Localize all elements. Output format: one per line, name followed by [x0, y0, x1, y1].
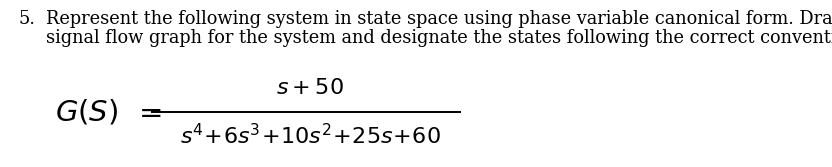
Text: signal flow graph for the system and designate the states following the correct : signal flow graph for the system and des… [46, 29, 832, 47]
Text: Represent the following system in state space using phase variable canonical for: Represent the following system in state … [46, 10, 832, 28]
Text: $s+50$: $s+50$ [276, 77, 344, 99]
Text: $s^4\!+\!6s^3\!+\!10s^2\!+\!25s\!+\!60$: $s^4\!+\!6s^3\!+\!10s^2\!+\!25s\!+\!60$ [180, 124, 440, 150]
Text: $G(S)$: $G(S)$ [55, 98, 118, 126]
Text: $=$: $=$ [133, 98, 162, 126]
Text: 5.: 5. [18, 10, 35, 28]
